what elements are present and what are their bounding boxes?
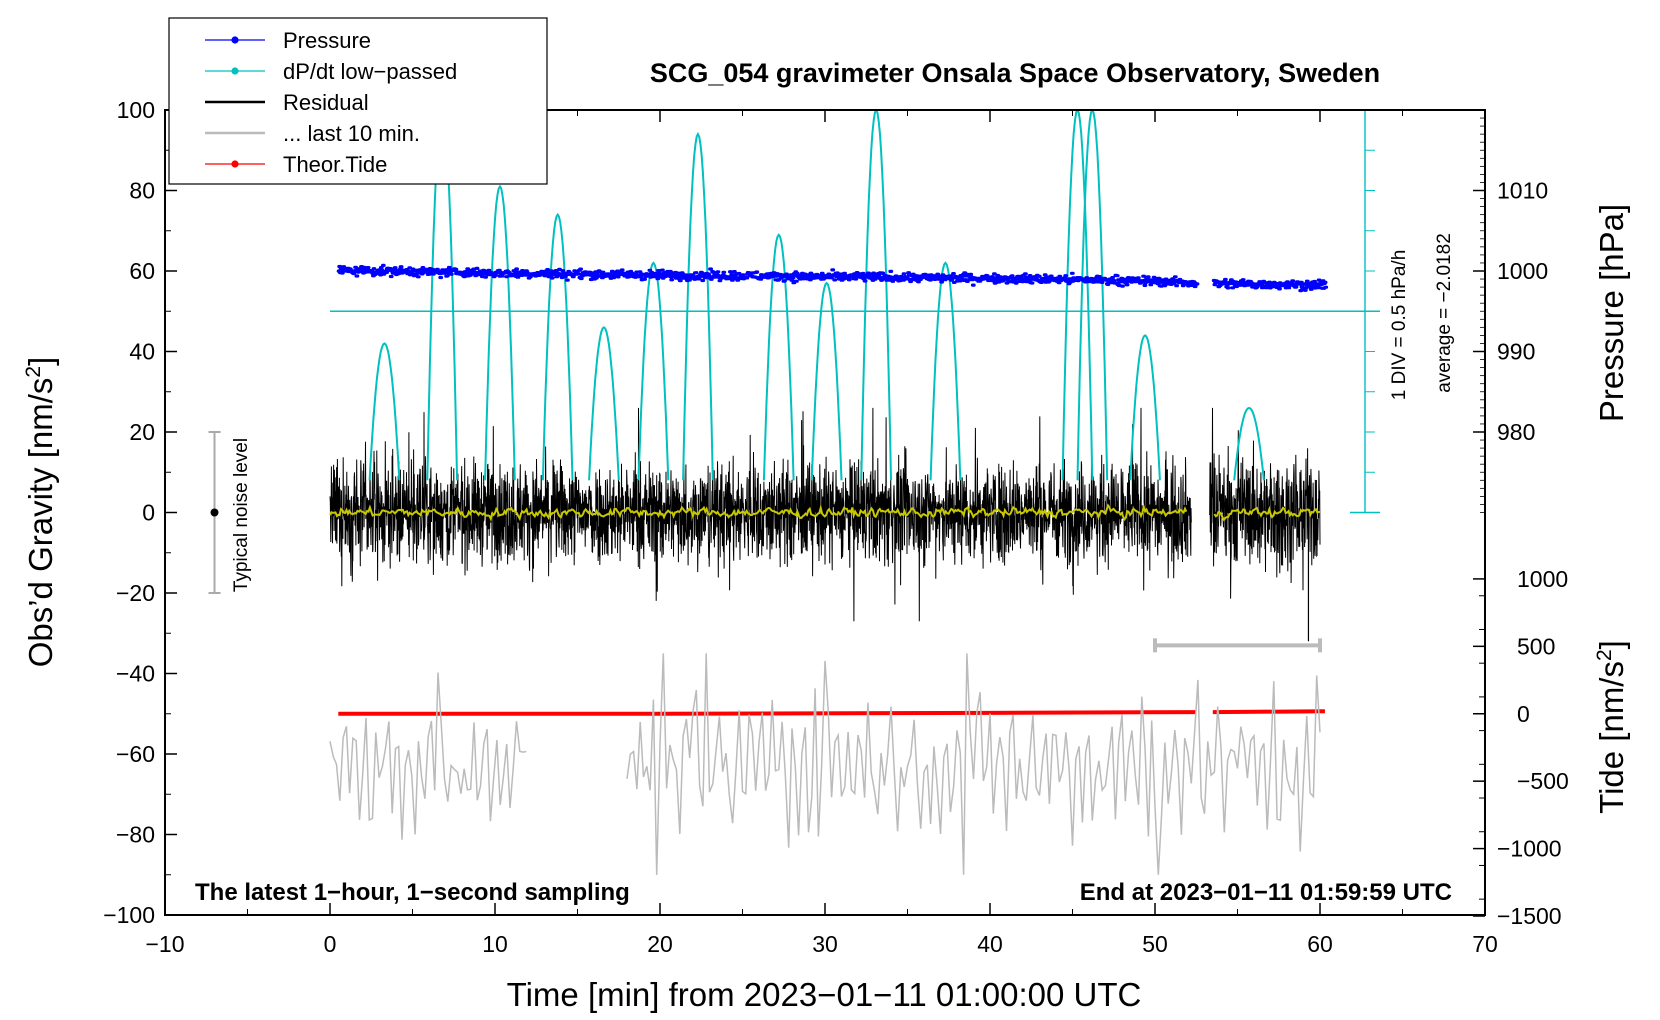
y-tick-label: 60 — [129, 258, 155, 284]
residual-line-2 — [1209, 407, 1321, 599]
dpdt-peak — [929, 261, 962, 481]
dpdt-peak — [1076, 110, 1109, 481]
tide-tick-label: −500 — [1517, 768, 1569, 794]
x-tick-label: 20 — [647, 931, 673, 957]
dpdt-peak — [637, 261, 670, 481]
y-axis-label-tide-end: ] — [1593, 640, 1630, 649]
tide-tick-label: 0 — [1517, 701, 1530, 727]
tide-tick-label: −1000 — [1497, 836, 1562, 862]
dpdt-peak — [810, 281, 843, 481]
legend: Pressure dP/dt low−passed Residual ... last… — [168, 17, 548, 185]
tide-line-2 — [1212, 709, 1325, 715]
y-tick-label: −100 — [103, 902, 155, 928]
annotation-left: The latest 1−hour, 1−second sampling — [195, 879, 630, 906]
legend-marker — [231, 160, 239, 168]
last-10-min-line-1 — [329, 672, 527, 840]
y-tick-label: 80 — [129, 178, 155, 204]
chart-title: SCG_054 gravimeter Onsala Space Observat… — [650, 58, 1380, 88]
x-tick-label: −10 — [145, 931, 184, 957]
dpdt-peak — [1129, 334, 1161, 481]
y-tick-label: 20 — [129, 419, 155, 445]
residual-smoothed-line-1 — [329, 502, 1188, 522]
tide-series-layer — [338, 709, 1325, 716]
y-tick-label: −80 — [116, 822, 155, 848]
residual-smoothed-layer — [329, 502, 1321, 522]
dpdt-peak — [682, 131, 714, 481]
y-axis-label-tide: Tide [nm/s2] — [1593, 640, 1630, 814]
dpdt-peak — [762, 233, 795, 481]
dpdt-peak — [484, 184, 516, 481]
noise-bar-dot — [210, 508, 219, 517]
pressure-tick-label: 1000 — [1497, 258, 1548, 284]
y-tick-label: 40 — [129, 339, 155, 365]
pressure-tick-label: 980 — [1497, 419, 1535, 445]
y-tick-label: −60 — [116, 741, 155, 767]
pressure-points — [336, 263, 1329, 293]
y-axis-label-tide-main: Tide [nm/s — [1593, 661, 1630, 814]
dpdt-scale-label: 1 DIV = 0.5 hPa/h — [1389, 250, 1410, 401]
tide-tick-label: 500 — [1517, 633, 1555, 659]
annotation-marks-layer — [208, 109, 1380, 653]
pressure-tick-label: 990 — [1497, 339, 1535, 365]
axes-layer: −10 0 10 20 30 40 50 60 70100806040200−20−40−60−… — [103, 97, 1569, 957]
x-tick-label: 50 — [1142, 931, 1168, 957]
tide-line-1 — [338, 710, 1197, 716]
x-tick-label: 70 — [1472, 931, 1498, 957]
y-axis-label-pressure: Pressure [hPa] — [1593, 204, 1630, 422]
x-tick-label: 10 — [482, 931, 508, 957]
y-axis-label-tide-sup: 2 — [1593, 649, 1616, 661]
y-tick-label: 0 — [142, 500, 155, 526]
legend-label: dP/dt low−passed — [283, 59, 457, 84]
legend-label: Pressure — [283, 28, 371, 53]
pressure-tick-label: 1010 — [1497, 178, 1548, 204]
tide-tick-label: 1000 — [1517, 566, 1568, 592]
legend-marker — [231, 36, 239, 44]
tide-tick-label: −1500 — [1497, 903, 1562, 929]
dpdt-peak — [541, 212, 574, 481]
last-10-min-line-2 — [626, 653, 1321, 875]
y-axis-label-left-main: Obs’d Gravity [nm/s — [22, 378, 59, 668]
legend-label: Theor.Tide — [283, 152, 387, 177]
x-tick-label: 30 — [812, 931, 838, 957]
legend-marker — [231, 67, 239, 75]
dpdt-average-label: average = −2.0182 — [1434, 233, 1455, 393]
legend-label: Residual — [283, 90, 369, 115]
x-axis-label: Time [min] from 2023−01−11 01:00:00 UTC — [507, 976, 1142, 1013]
y-tick-label: 100 — [117, 97, 155, 123]
y-tick-label: −20 — [116, 580, 155, 606]
pressure-series-layer — [336, 263, 1329, 293]
x-tick-label: 60 — [1307, 931, 1333, 957]
y-axis-label-left: Obs’d Gravity [nm/s2] — [22, 357, 59, 668]
dpdt-peak — [1233, 406, 1265, 481]
dpdt-peak — [588, 326, 620, 481]
x-tick-label: 0 — [324, 931, 337, 957]
dpdt-peak — [368, 342, 401, 481]
annotation-right: End at 2023−01−11 01:59:59 UTC — [1080, 879, 1452, 906]
noise-level-label: Typical noise level — [231, 438, 252, 592]
x-tick-label: 40 — [977, 931, 1003, 957]
y-axis-label-left-sup: 2 — [22, 366, 45, 378]
last-10-min-layer — [329, 653, 1321, 875]
residual-smoothed-line-2 — [1213, 505, 1321, 522]
y-tick-label: −40 — [116, 661, 155, 687]
y-axis-label-left-end: ] — [22, 357, 59, 366]
legend-label: ... last 10 min. — [283, 121, 420, 146]
